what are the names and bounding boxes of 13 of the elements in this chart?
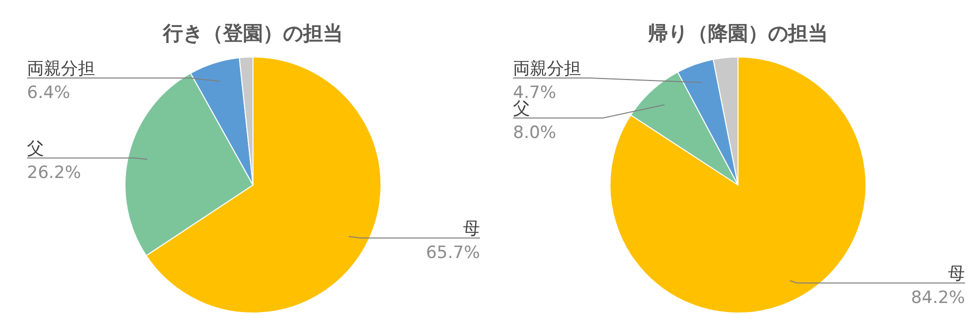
chart-title: 帰り（降園）の担当 (647, 21, 828, 45)
data-label: 65.7% (426, 243, 480, 263)
slice-label: 両親分担 (513, 59, 581, 79)
data-label: 6.4% (27, 83, 70, 103)
pie-slice (610, 56, 866, 314)
data-label: 84.2% (910, 288, 965, 308)
chart-title: 行き（登園）の担当 (162, 21, 343, 45)
slice-label: 両親分担 (27, 59, 95, 79)
slice-label: 母 (463, 219, 480, 239)
data-label: 26.2% (27, 163, 82, 183)
data-label: 8.0% (513, 123, 556, 143)
slice-label: 母 (948, 264, 965, 284)
slice-label: 父 (27, 139, 44, 159)
